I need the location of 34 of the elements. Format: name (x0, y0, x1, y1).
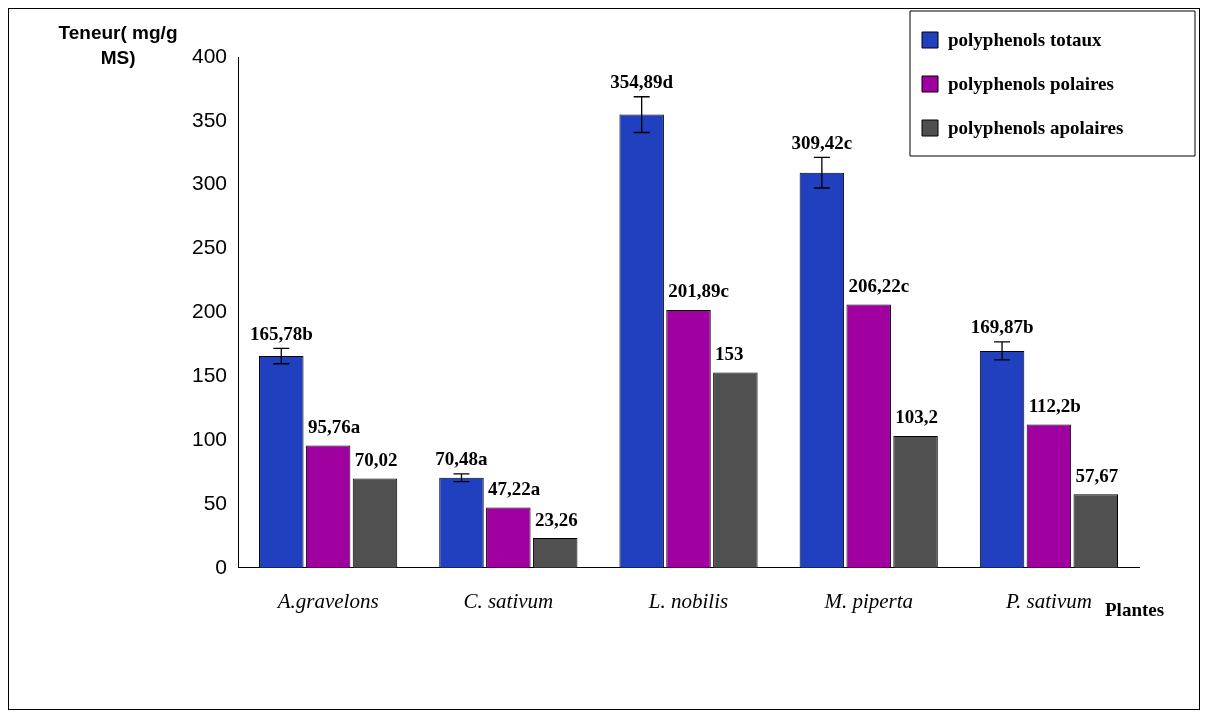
y-tick-label: 350 (191, 107, 228, 131)
y-axis-title: Teneur( mg/g MS) (58, 22, 178, 68)
y-tick-label: 100 (191, 426, 228, 450)
x-tick-label: M. piperta (823, 588, 914, 613)
data-label: 165,78b (249, 322, 313, 344)
y-tick-label: 400 (191, 43, 228, 67)
y-tick-label: 0 (215, 554, 228, 578)
data-label: 153 (715, 342, 744, 364)
y-tick-label: 150 (191, 363, 228, 387)
x-tick-label: C. sativum (463, 588, 554, 613)
data-label: 103,2 (895, 406, 939, 428)
data-label: 95,76a (307, 415, 361, 437)
x-tick-label: P. sativum (1004, 588, 1092, 613)
data-label: 57,67 (1075, 464, 1119, 486)
legend-label: polyphenols polaires (948, 72, 1114, 94)
x-tick-label: A.gravelons (275, 588, 379, 613)
data-label: 112,2b (1028, 394, 1081, 416)
legend-label: polyphenols apolaires (948, 116, 1124, 138)
y-tick-label: 200 (191, 299, 228, 323)
x-tick-label: L. nobilis (647, 588, 729, 613)
legend-label: polyphenols totaux (948, 28, 1103, 50)
y-tick-label: 300 (191, 171, 228, 195)
data-label: 201,89c (668, 280, 729, 302)
y-tick-label: 50 (203, 490, 228, 514)
x-axis-title: Plantes (1105, 598, 1165, 620)
y-tick-label: 250 (191, 235, 228, 259)
data-label: 70,48a (435, 448, 489, 470)
data-label: 169,87b (970, 316, 1034, 338)
data-label: 70,02 (354, 448, 398, 470)
data-label: 206,22c (848, 274, 910, 296)
data-label: 354,89d (610, 71, 674, 93)
data-label: 47,22a (488, 477, 541, 499)
data-label: 23,26 (534, 508, 578, 530)
data-label: 309,42c (791, 131, 853, 153)
